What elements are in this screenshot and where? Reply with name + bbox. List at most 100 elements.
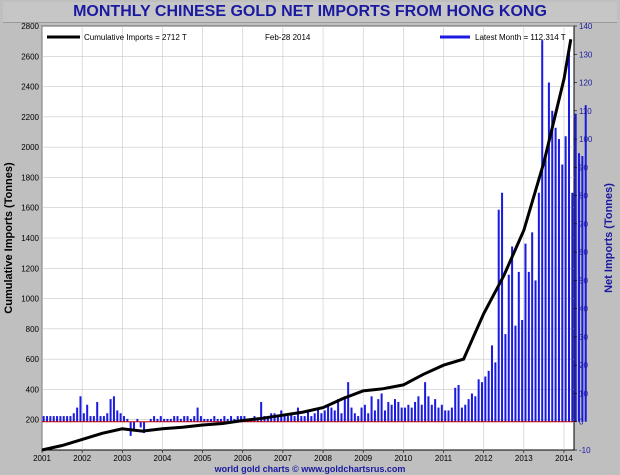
net-import-bar bbox=[367, 413, 370, 422]
net-import-bar bbox=[122, 416, 125, 422]
net-import-bar bbox=[203, 418, 206, 422]
x-tick-label: 2012 bbox=[475, 454, 493, 463]
right-tick-label: 20 bbox=[579, 361, 588, 370]
x-tick-label: 2013 bbox=[515, 454, 533, 463]
net-import-bar bbox=[353, 413, 356, 422]
net-import-bar bbox=[82, 413, 85, 422]
net-import-bar bbox=[541, 40, 544, 422]
net-import-bar bbox=[551, 110, 554, 422]
left-tick-label: 600 bbox=[26, 355, 40, 364]
x-tick-label: 2007 bbox=[274, 454, 292, 463]
right-tick-label: 80 bbox=[579, 192, 588, 201]
net-import-bar bbox=[209, 418, 212, 422]
right-axis-label: Net Imports (Tonnes) bbox=[603, 183, 615, 293]
net-import-bar bbox=[584, 105, 587, 422]
net-import-bar bbox=[544, 156, 547, 422]
net-import-bar bbox=[440, 404, 443, 422]
left-tick-label: 800 bbox=[26, 325, 40, 334]
net-import-bar bbox=[333, 410, 336, 422]
x-tick-label: 2005 bbox=[194, 454, 212, 463]
net-import-bar bbox=[531, 232, 534, 422]
left-tick-label: 2600 bbox=[21, 52, 39, 61]
net-import-bar bbox=[340, 413, 343, 422]
left-tick-label: 1000 bbox=[21, 295, 39, 304]
net-import-bar bbox=[417, 396, 420, 422]
net-import-bar bbox=[357, 416, 360, 422]
net-import-bar bbox=[256, 418, 259, 422]
net-import-bar bbox=[350, 407, 353, 422]
x-tick-label: 2010 bbox=[394, 454, 412, 463]
net-import-bar bbox=[527, 271, 530, 422]
net-import-bar bbox=[571, 192, 574, 422]
net-import-bar bbox=[330, 407, 333, 422]
net-import-bar bbox=[487, 370, 490, 422]
net-import-bar bbox=[457, 384, 460, 422]
left-axis-label: Cumulative Imports (Tonnes) bbox=[3, 162, 15, 314]
right-tick-label: 60 bbox=[579, 248, 588, 257]
x-axis-ticks: 2001 2002 2003 2004 2005 2006 2007 2008 2009 2010… bbox=[33, 450, 573, 463]
net-import-bar bbox=[136, 418, 139, 422]
net-import-bar bbox=[480, 382, 483, 422]
net-import-bar bbox=[283, 416, 286, 422]
net-import-bar bbox=[373, 410, 376, 422]
net-import-bar bbox=[400, 407, 403, 422]
net-import-bar bbox=[323, 410, 326, 422]
net-import-bar bbox=[236, 416, 239, 422]
net-import-bar bbox=[286, 416, 289, 422]
net-import-bar bbox=[404, 407, 407, 422]
right-tick-label: 70 bbox=[579, 220, 588, 229]
left-tick-label: 1800 bbox=[21, 173, 39, 182]
credit-text: world gold charts © www.goldchartsrus.co… bbox=[214, 464, 406, 474]
net-import-bar bbox=[79, 396, 82, 422]
net-import-bar bbox=[206, 418, 209, 422]
net-import-bar bbox=[220, 418, 223, 422]
net-import-bar bbox=[434, 399, 437, 422]
net-import-bar bbox=[370, 396, 373, 422]
net-import-bar bbox=[320, 413, 323, 422]
net-import-bar bbox=[143, 421, 146, 434]
net-import-bar bbox=[96, 401, 99, 422]
net-import-bar bbox=[59, 416, 62, 422]
left-tick-label: 2200 bbox=[21, 113, 39, 122]
right-tick-label: 130 bbox=[579, 50, 593, 59]
net-import-bar bbox=[414, 401, 417, 422]
net-import-bar bbox=[66, 416, 69, 422]
net-import-bar bbox=[223, 416, 226, 422]
net-import-bar bbox=[494, 362, 497, 422]
x-tick-label: 2009 bbox=[354, 454, 372, 463]
net-import-bar bbox=[491, 345, 494, 422]
net-import-bar bbox=[156, 418, 159, 422]
net-import-bar bbox=[193, 416, 196, 422]
right-tick-label: 90 bbox=[579, 163, 588, 172]
net-import-bar bbox=[557, 139, 560, 422]
x-tick-label: 2011 bbox=[435, 454, 453, 463]
net-import-bar bbox=[581, 156, 584, 422]
net-import-bar bbox=[504, 334, 507, 422]
net-import-bar bbox=[317, 407, 320, 422]
net-import-bar bbox=[578, 153, 581, 422]
net-import-bar bbox=[169, 418, 172, 422]
net-import-bar bbox=[92, 416, 95, 422]
net-import-bar bbox=[410, 407, 413, 422]
net-import-bar bbox=[199, 416, 202, 422]
x-tick-label: 2014 bbox=[555, 454, 573, 463]
net-import-bar bbox=[460, 407, 463, 422]
net-import-bar bbox=[387, 401, 390, 422]
net-import-bar bbox=[534, 280, 537, 422]
net-import-bar bbox=[514, 325, 517, 422]
net-import-bar bbox=[454, 387, 457, 422]
net-import-bar bbox=[537, 192, 540, 422]
chart-date-label: Feb-28 2014 bbox=[265, 33, 311, 42]
net-import-bar bbox=[72, 413, 75, 422]
net-import-bar bbox=[501, 192, 504, 422]
net-import-bar bbox=[300, 416, 303, 422]
net-import-bar bbox=[62, 416, 65, 422]
net-import-bar bbox=[42, 416, 45, 422]
net-import-bar bbox=[393, 399, 396, 422]
x-tick-label: 2001 bbox=[33, 454, 51, 463]
net-import-bar bbox=[116, 410, 119, 422]
net-import-bar bbox=[547, 82, 550, 422]
net-import-bar bbox=[189, 418, 192, 422]
net-import-bar bbox=[467, 399, 470, 422]
